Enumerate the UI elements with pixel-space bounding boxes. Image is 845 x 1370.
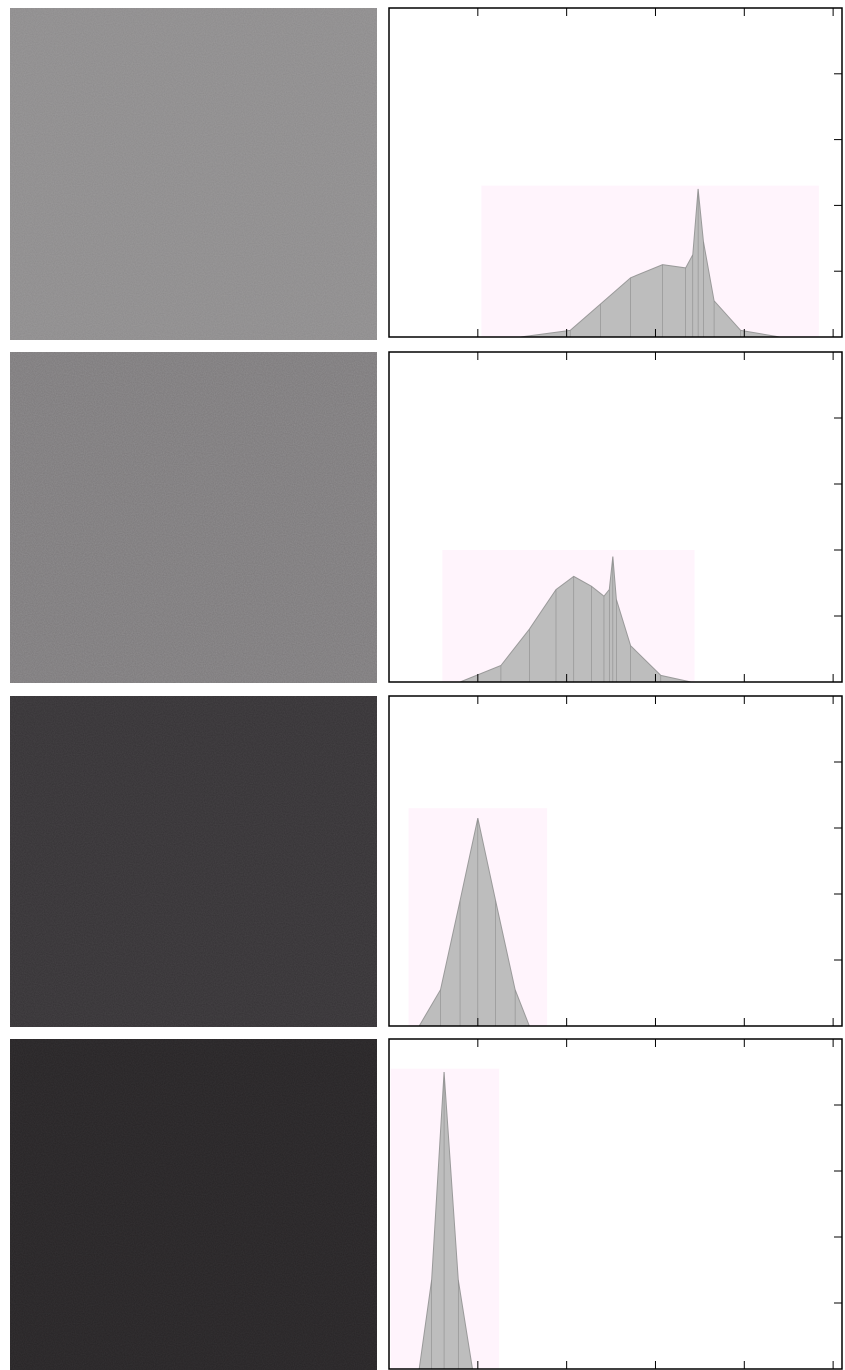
- histograms: [389, 8, 842, 1369]
- image-panels: [10, 8, 377, 1370]
- noise-texture: [10, 8, 377, 340]
- noise-texture: [10, 696, 377, 1027]
- page: (() => { const data = JSON.parse(documen…: [0, 0, 845, 1370]
- noise-texture: [10, 352, 377, 683]
- noise-texture: [10, 1039, 377, 1370]
- figure: [0, 0, 845, 1370]
